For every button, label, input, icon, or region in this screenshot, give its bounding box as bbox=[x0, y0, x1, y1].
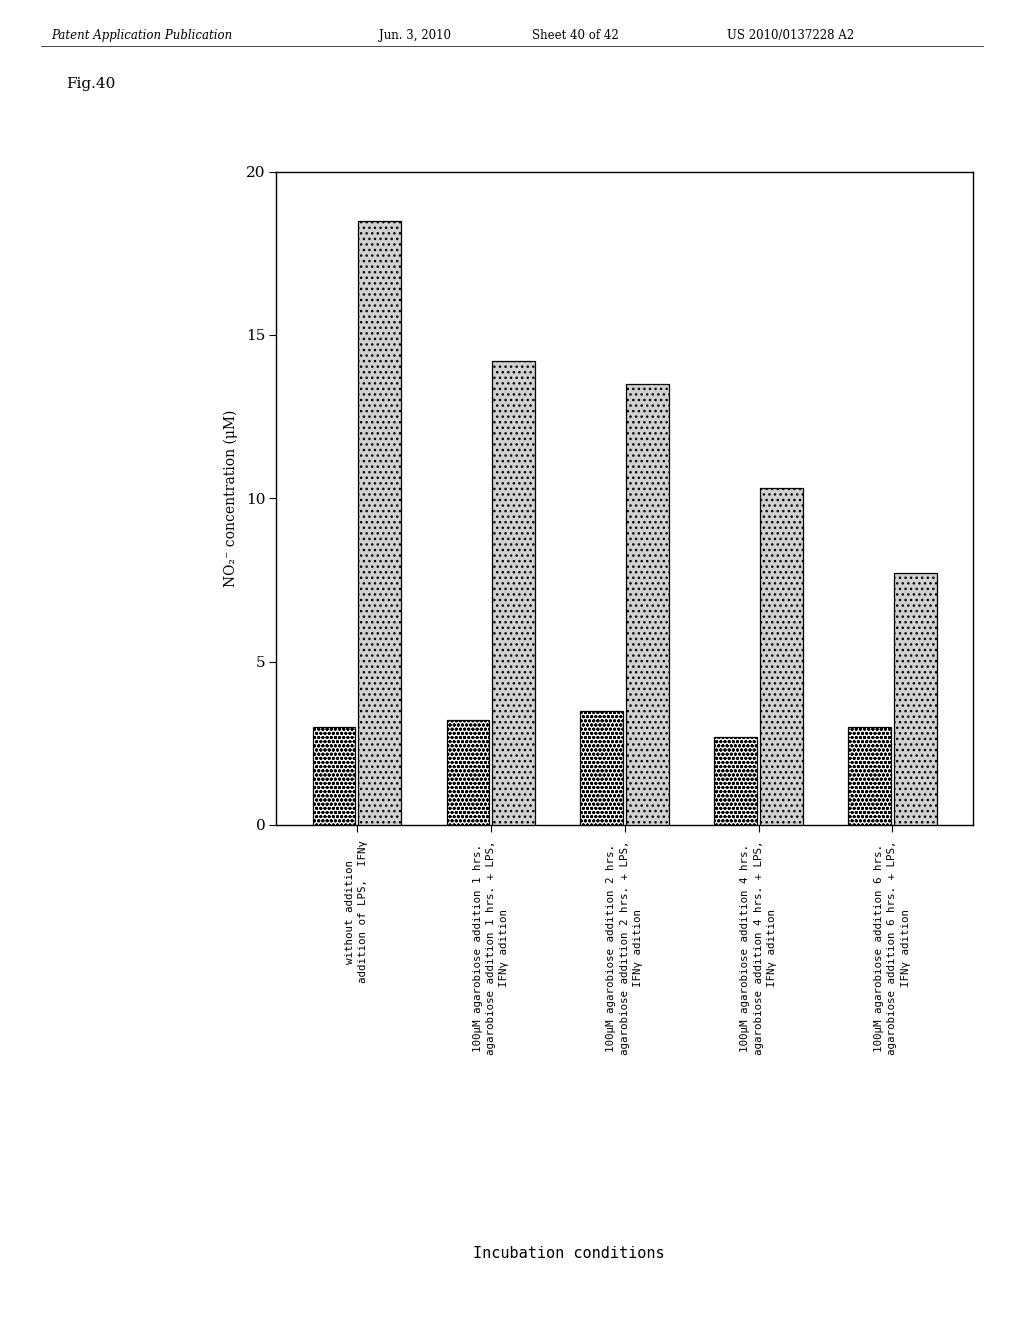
Bar bbox=[312, 727, 355, 825]
Bar bbox=[446, 721, 489, 825]
Text: Incubation conditions: Incubation conditions bbox=[472, 1246, 665, 1261]
Text: Patent Application Publication: Patent Application Publication bbox=[51, 29, 232, 42]
Bar bbox=[493, 362, 535, 825]
Bar bbox=[848, 727, 891, 825]
Text: Jun. 3, 2010: Jun. 3, 2010 bbox=[379, 29, 451, 42]
Text: Sheet 40 of 42: Sheet 40 of 42 bbox=[532, 29, 620, 42]
Bar bbox=[626, 384, 669, 825]
Bar bbox=[760, 488, 803, 825]
Text: Fig.40: Fig.40 bbox=[67, 77, 116, 91]
Bar bbox=[581, 710, 624, 825]
Text: US 2010/0137228 A2: US 2010/0137228 A2 bbox=[727, 29, 854, 42]
Bar bbox=[894, 573, 937, 825]
Y-axis label: NO₂⁻ concentration (μM): NO₂⁻ concentration (μM) bbox=[223, 409, 238, 587]
Bar bbox=[715, 737, 757, 825]
Bar bbox=[358, 220, 401, 825]
